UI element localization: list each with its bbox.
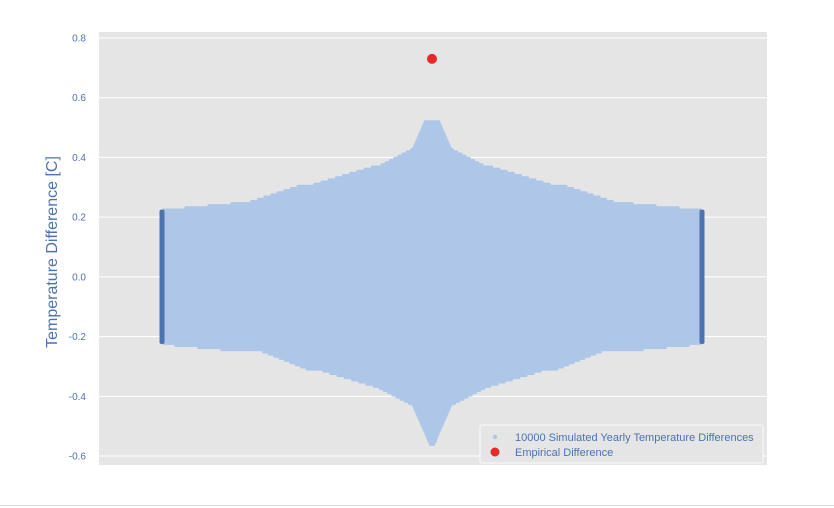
- y-tick-label: -0.6: [69, 452, 87, 463]
- legend-label-simulated: 10000 Simulated Yearly Temperature Diffe…: [515, 432, 754, 444]
- legend-box: [479, 424, 764, 464]
- y-axis-ticks: 0.8 0.6 0.4 0.2 0.0 -0.2 -0.4 -0.6: [69, 33, 87, 462]
- swarm-point: [433, 122, 437, 127]
- bottom-divider: [0, 505, 834, 506]
- swarm-point: [430, 433, 434, 438]
- y-tick-label: 0.8: [72, 33, 86, 44]
- legend-marker-empirical: [490, 447, 500, 457]
- empirical-point: [427, 53, 437, 64]
- empirical-points: [427, 53, 437, 64]
- swarm-point: [430, 415, 434, 420]
- y-tick-label: -0.4: [69, 392, 87, 403]
- swarm-point: [430, 128, 434, 133]
- swarm-point: [427, 140, 431, 145]
- legend-marker-simulated: [492, 434, 498, 440]
- simulated-swarm: [159, 120, 705, 446]
- legend: 10000 Simulated Yearly Temperature Diffe…: [479, 424, 764, 464]
- swarm-edge: [699, 209, 705, 345]
- y-tick-label: 0.6: [72, 93, 86, 104]
- y-tick-label: 0.0: [72, 272, 86, 283]
- y-tick-label: 0.4: [72, 153, 86, 164]
- y-axis-label: Temperature Difference [C]: [44, 156, 61, 348]
- swarm-point: [427, 134, 431, 139]
- y-tick-label: 0.2: [72, 213, 86, 224]
- swarm-point: [427, 427, 431, 432]
- swarm-band: [423, 120, 441, 124]
- swarm-edge: [159, 209, 165, 345]
- y-tick-label: -0.2: [69, 332, 87, 343]
- swarm-point: [433, 439, 437, 444]
- legend-label-empirical: Empirical Difference: [515, 447, 613, 459]
- swarm-point: [433, 421, 437, 426]
